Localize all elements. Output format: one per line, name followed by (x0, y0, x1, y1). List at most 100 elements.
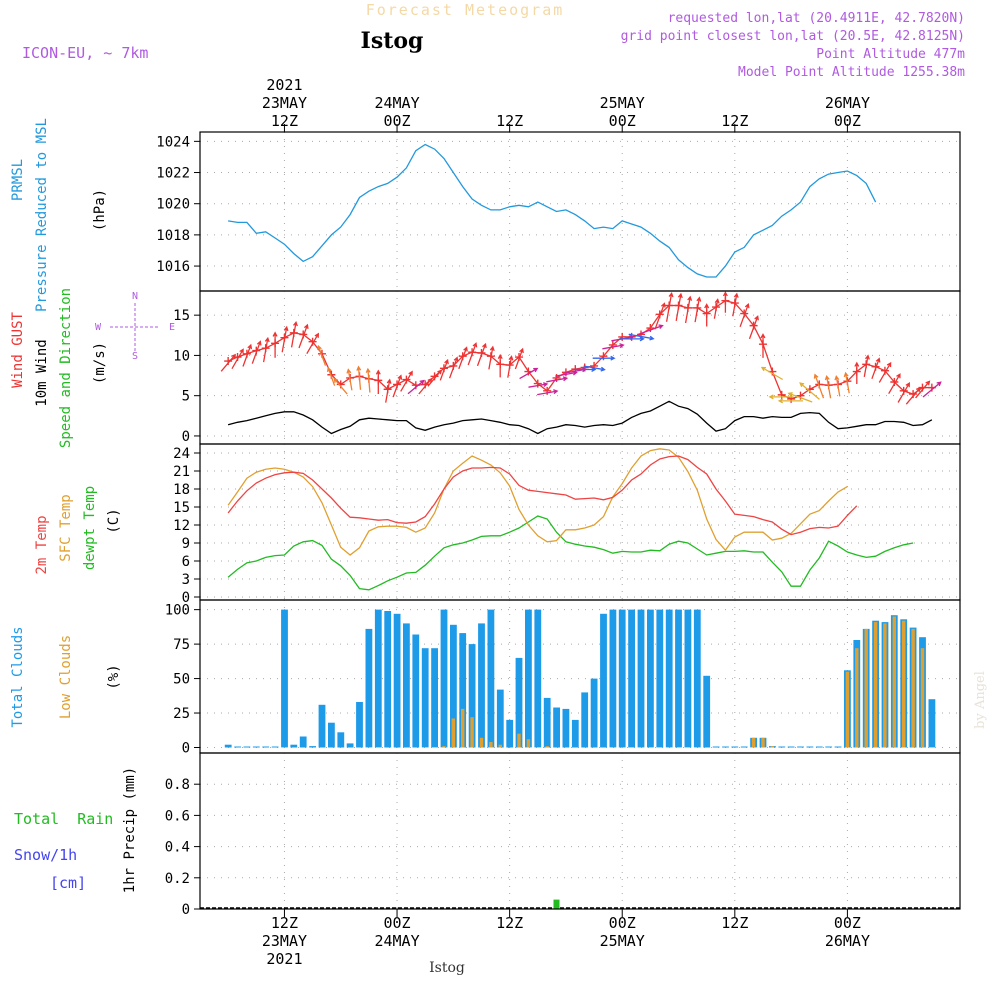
total-cloud-bar (271, 746, 279, 748)
wind-arrow-icon (262, 336, 270, 363)
wind-arrow-icon (519, 367, 539, 380)
wind-arrow-icon (427, 369, 443, 387)
pressure-grid (200, 132, 960, 291)
wind-direction-arrows (220, 291, 942, 405)
rain-bar (553, 899, 560, 909)
wind-arrow-icon (602, 343, 625, 350)
total-cloud-bar (628, 609, 635, 748)
low-cloud-bar (470, 717, 474, 748)
wind-label: 10m Wind (34, 339, 50, 406)
total-cloud-bar (778, 746, 786, 748)
wind-y-ticks: 0 5 10 15 (173, 308, 200, 445)
wind-arrow-icon (713, 298, 720, 319)
y-tick-label: 21 (173, 464, 190, 480)
total-cloud-bar (703, 675, 711, 748)
footer-station: Istog (429, 960, 465, 976)
wind-arrow-icon (418, 377, 433, 395)
total-cloud-bar (328, 722, 335, 748)
wind-arrow-icon (537, 389, 559, 396)
total-cloud-bar (393, 613, 401, 748)
total-cloud-bar (675, 609, 682, 748)
wind-arrow-icon (448, 356, 459, 379)
time-tick-label: 00Z (383, 914, 410, 932)
pressure-unit: (hPa) (92, 189, 108, 231)
total-cloud-bar (787, 746, 795, 748)
point-altitude: Point Altitude 477m (816, 47, 965, 62)
wind-arrow-icon (768, 394, 794, 400)
gust-label: Wind GUST (10, 312, 26, 388)
compass-n: N (132, 291, 138, 302)
wind-arrow-icon (346, 368, 353, 391)
y-tick-label: 0 (182, 902, 190, 918)
wind-arrow-icon (628, 333, 655, 341)
temperature-grid (200, 444, 960, 600)
total-cloud-bar (553, 707, 560, 748)
wind-arrow-icon (704, 303, 710, 327)
total-cloud-bar (731, 746, 739, 748)
total-cloud-bar (600, 613, 607, 748)
time-tick-label: 12Z (721, 914, 748, 932)
total-cloud-bar (806, 746, 814, 748)
total-cloud-bar (562, 708, 570, 748)
total-cloud-bar (299, 736, 307, 748)
y-tick-label: 50 (173, 672, 190, 688)
wind-arrow-icon (546, 376, 569, 383)
temperature-frame (199, 443, 961, 601)
pressure-y-ticks: 1016 1018 1020 1022 1024 (156, 134, 200, 275)
total-cloud-bar (412, 634, 420, 748)
wind-arrow-icon (843, 371, 850, 394)
time-tick-label: 23MAY (262, 94, 307, 112)
y-tick-label: 1018 (156, 228, 190, 244)
wind-arrow-icon (290, 320, 298, 348)
y-tick-label: 0.8 (165, 777, 190, 793)
total-cloud-bar (262, 746, 270, 748)
wind-arrow-icon (392, 374, 403, 398)
wind-arrow-icon (863, 354, 870, 378)
wind-arrow-icon (922, 381, 942, 398)
gust-marker (608, 340, 617, 349)
y-tick-label: 0 (182, 590, 190, 606)
total-cloud-bar (252, 746, 260, 748)
wind-arrow-icon (400, 370, 413, 392)
wind-arrow-icon (722, 291, 728, 313)
wind-arrow-icon (507, 355, 514, 378)
wind-arrow-icon (439, 358, 449, 381)
watermark: by Angel (973, 671, 988, 729)
gust-marker (599, 352, 608, 361)
total-cloud-bar (459, 633, 467, 748)
total-cloud-bar (403, 623, 410, 748)
y-tick-label: 18 (173, 482, 190, 498)
y-tick-label: 0.4 (165, 840, 190, 856)
total-cloud-bar (825, 746, 833, 748)
time-tick-label: 00Z (609, 112, 636, 130)
wind-arrow-icon (407, 379, 425, 395)
time-tick-label: 12Z (496, 914, 523, 932)
wind-arrow-icon (777, 398, 803, 404)
low-cloud-bar (902, 620, 906, 748)
wind-arrow-icon (497, 353, 503, 378)
time-tick-label: 26MAY (825, 932, 870, 950)
compass-cross-icon (110, 303, 160, 353)
compass-rose: N E S W (95, 291, 175, 362)
time-tick-label: 25MAY (600, 932, 645, 950)
gust-series-line (227, 299, 932, 400)
wind-arrow-icon (467, 342, 478, 366)
total-cloud-bar (468, 644, 476, 748)
total-cloud-bar (618, 609, 626, 748)
cloud-bars (224, 609, 936, 748)
wind-arrow-icon (684, 295, 693, 324)
low-cloud-bar (770, 746, 775, 748)
low-cloud-bar (920, 648, 925, 748)
clouds-grid (200, 600, 960, 753)
y-tick-label: 15 (173, 500, 190, 516)
total-cloud-bar (609, 609, 617, 748)
total-cloud-bar (693, 609, 701, 748)
total-cloud-bar (450, 624, 457, 748)
low-cloud-bar (479, 737, 484, 748)
y-tick-label: 6 (182, 554, 190, 570)
station-title: Istog (361, 28, 424, 54)
total-cloud-bar (581, 692, 589, 748)
dewpt-label: dewpt Temp (82, 486, 98, 570)
